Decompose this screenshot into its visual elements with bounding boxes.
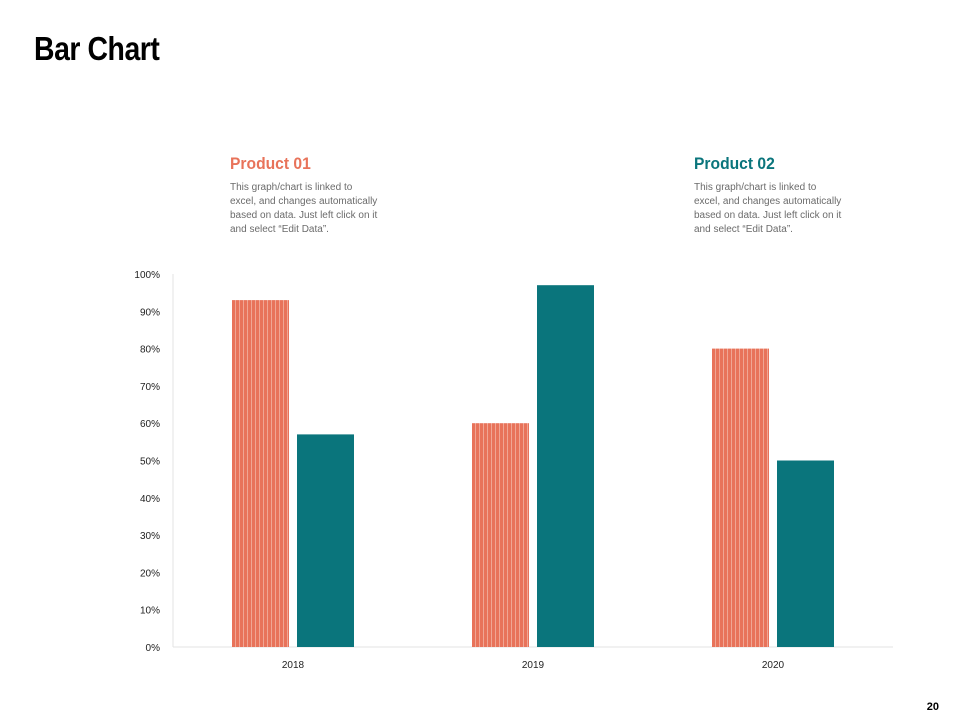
legend-product-01: Product 01 This graph/chart is linked to… xyxy=(230,154,430,237)
y-tick-label: 90% xyxy=(140,307,160,318)
y-tick-label: 50% xyxy=(140,457,160,468)
legend-description-line: and select “Edit Data”. xyxy=(230,224,329,235)
page-title: Bar Chart xyxy=(34,30,160,67)
legend-description-line: This graph/chart is linked to xyxy=(694,182,817,193)
x-tick-label: 2019 xyxy=(522,660,545,671)
y-tick-label: 40% xyxy=(140,494,160,505)
y-tick-label: 60% xyxy=(140,419,160,430)
legend-description-product-01: This graph/chart is linked to excel, and… xyxy=(230,181,420,237)
y-tick-label: 100% xyxy=(134,270,160,281)
legend-description-line: This graph/chart is linked to xyxy=(230,182,353,193)
legend-product-02: Product 02 This graph/chart is linked to… xyxy=(694,154,894,237)
x-tick-label: 2020 xyxy=(762,660,785,671)
legend-description-line: excel, and changes automatically xyxy=(694,196,842,207)
y-tick-label: 10% xyxy=(140,606,160,617)
legend-description-line: based on data. Just left click on it xyxy=(230,210,378,221)
legend-description-line: excel, and changes automatically xyxy=(230,196,378,207)
bar-product-01-2019 xyxy=(472,423,529,647)
bar-product-02-2019 xyxy=(537,285,594,647)
page-number: 20 xyxy=(926,701,939,713)
y-tick-label: 30% xyxy=(140,531,160,542)
legend-heading-product-02: Product 02 xyxy=(694,154,775,173)
legend-description-product-02: This graph/chart is linked to excel, and… xyxy=(694,181,884,237)
legend-description-line: and select “Edit Data”. xyxy=(694,224,793,235)
bar-product-02-2020 xyxy=(777,460,834,647)
y-tick-label: 20% xyxy=(140,568,160,579)
bar-product-01-2020 xyxy=(712,348,769,647)
y-tick-label: 70% xyxy=(140,382,160,393)
legend-heading-product-01: Product 01 xyxy=(230,154,311,173)
y-tick-label: 80% xyxy=(140,345,160,356)
legend-description-line: based on data. Just left click on it xyxy=(694,210,842,221)
x-tick-label: 2018 xyxy=(282,660,305,671)
bar-product-01-2018 xyxy=(232,300,289,647)
y-tick-label: 0% xyxy=(146,643,161,654)
bar-product-02-2018 xyxy=(297,434,354,647)
